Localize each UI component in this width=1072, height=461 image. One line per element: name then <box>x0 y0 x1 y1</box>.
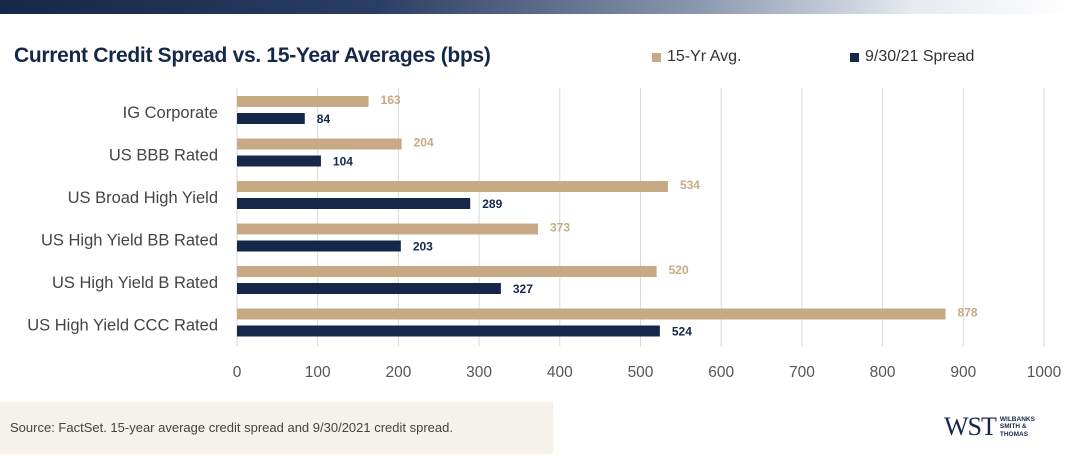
data-label-spread: 327 <box>513 282 533 296</box>
data-label-spread: 84 <box>317 112 331 126</box>
legend-item-spread: 9/30/21 Spread <box>850 48 974 66</box>
category-label: US High Yield B Rated <box>52 274 218 292</box>
bar-spread <box>237 198 471 209</box>
category-label: US Broad High Yield <box>68 189 218 207</box>
data-label-spread: 104 <box>333 155 353 169</box>
bar-15yr-avg <box>237 266 657 277</box>
data-label-15yr-avg: 204 <box>414 136 434 150</box>
legend-swatch-15yr-avg <box>652 52 661 62</box>
logo-wordmark: WILBANKS SMITH & THOMAS <box>1000 416 1035 439</box>
category-label: US High Yield CCC Rated <box>27 317 218 335</box>
x-tick-label-600: 600 <box>708 364 734 381</box>
x-tick-label-100: 100 <box>305 364 331 381</box>
header-gradient-bar <box>0 0 1072 14</box>
x-tick-label-0: 0 <box>233 364 242 381</box>
x-tick-label-900: 900 <box>950 364 976 381</box>
data-label-15yr-avg: 534 <box>680 178 700 192</box>
data-label-spread: 289 <box>482 197 502 211</box>
legend-label-spread: 9/30/21 Spread <box>865 48 975 65</box>
bar-spread <box>237 155 321 167</box>
legend-item-15yr-avg: 15-Yr Avg. <box>652 48 741 66</box>
bar-15yr-avg <box>237 223 539 235</box>
data-label-15yr-avg: 373 <box>550 221 570 235</box>
data-label-spread: 524 <box>672 325 692 339</box>
x-tick-label-800: 800 <box>870 364 896 381</box>
footer-source-box: Source: FactSet. 15-year average credit … <box>0 402 553 454</box>
x-tick-label-1000: 1000 <box>1027 364 1062 381</box>
bar-spread <box>237 325 660 337</box>
bar-spread <box>237 113 305 124</box>
category-label: US High Yield BB Rated <box>41 232 218 250</box>
x-tick-label-500: 500 <box>628 364 654 381</box>
bar-15yr-avg <box>237 138 402 150</box>
legend-swatch-spread <box>850 52 859 62</box>
bar-chart: 0 100 200 300 400 500 600 700 800 900 1000 IG Corpo… <box>27 88 1062 381</box>
x-tick-label-300: 300 <box>466 364 492 381</box>
logo-line-3: THOMAS <box>999 430 1029 438</box>
x-tick-label-200: 200 <box>385 364 411 381</box>
bar-15yr-avg <box>237 308 946 320</box>
category-label: IG Corporate <box>123 104 218 122</box>
chart-title: Current Credit Spread vs. 15-Year Averag… <box>14 44 491 67</box>
bar-spread <box>237 240 401 252</box>
bar-15yr-avg <box>237 181 668 192</box>
company-logo: WST WILBANKS SMITH & THOMAS <box>944 412 1035 442</box>
legend-label-15yr-avg: 15-Yr Avg. <box>667 48 742 65</box>
data-label-15yr-avg: 163 <box>381 93 401 107</box>
logo-line-1: WILBANKS <box>999 415 1035 423</box>
x-tick-label-700: 700 <box>789 364 815 381</box>
logo-mark: WST <box>944 412 997 441</box>
bar-spread <box>237 283 501 294</box>
bar-15yr-avg <box>237 96 369 107</box>
source-note: Source: FactSet. 15-year average credit … <box>10 420 453 435</box>
category-label: US BBB Rated <box>109 147 218 165</box>
data-label-15yr-avg: 878 <box>958 306 978 320</box>
x-tick-label-400: 400 <box>547 364 573 381</box>
data-label-15yr-avg: 520 <box>669 263 689 277</box>
logo-line-2: SMITH & <box>999 423 1027 431</box>
data-label-spread: 203 <box>413 240 433 254</box>
